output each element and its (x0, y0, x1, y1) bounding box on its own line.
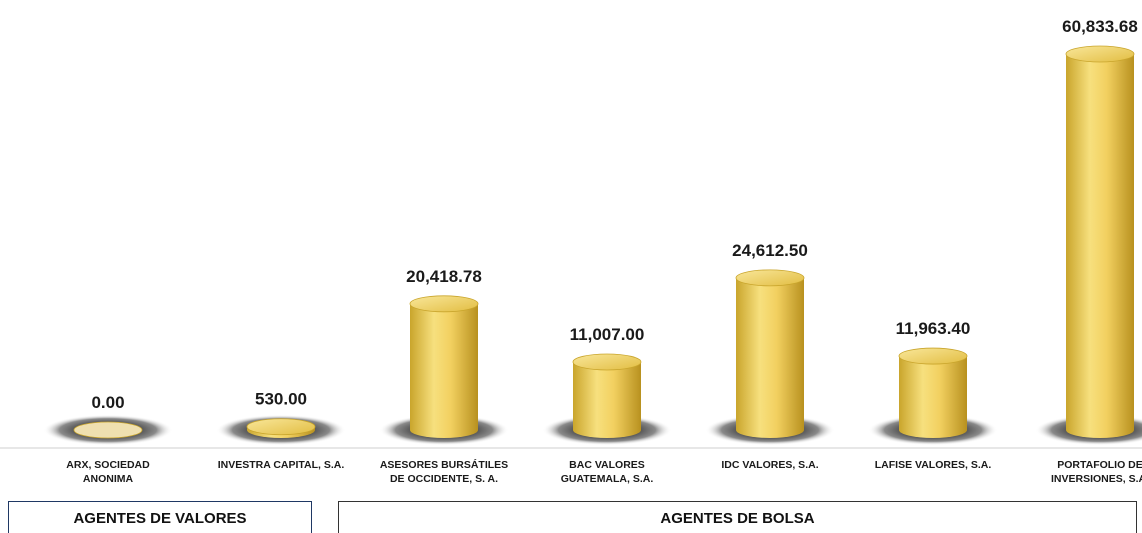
group-agentes-de-valores: AGENTES DE VALORES (8, 501, 312, 533)
bar-2 (379, 295, 509, 446)
category-label: ARX, SOCIEDAD ANONIMA (66, 459, 150, 485)
category-label-line: LAFISE VALORES, S.A. (875, 459, 992, 471)
group-label: AGENTES DE VALORES (73, 510, 247, 527)
bar-4 (705, 269, 835, 446)
bar-0 (43, 414, 173, 446)
category-label-line: IDC VALORES, S.A. (721, 459, 818, 471)
bar-6 (1035, 45, 1142, 446)
category-label: PORTAFOLIO DE INVERSIONES, S.A. (1051, 459, 1142, 485)
bar-top (409, 295, 479, 313)
data-label: 11,963.40 (896, 319, 971, 338)
bar-5 (868, 347, 998, 446)
category-label-line: ARX, SOCIEDAD (66, 459, 150, 471)
bar-top (1065, 45, 1135, 63)
category-label-line: BAC VALORES (569, 459, 645, 471)
category-label-line: ASESORES BURSÁTILES (380, 458, 508, 471)
group-agentes-de-bolsa: AGENTES DE BOLSA (338, 501, 1137, 533)
bar-1 (216, 414, 346, 446)
bar-body (736, 277, 804, 438)
category-label-line: INVESTRA CAPITAL, S.A. (218, 459, 345, 471)
category-label-line: GUATEMALA, S.A. (561, 473, 654, 485)
bar-top (735, 269, 805, 287)
bar-body (1066, 54, 1134, 438)
bar-top (572, 353, 642, 371)
bar-top (898, 347, 968, 365)
data-label: 60,833.68 (1062, 17, 1138, 36)
data-label: 530.00 (255, 390, 307, 409)
category-label-line: DE OCCIDENTE, S. A. (390, 473, 498, 485)
bar-top (246, 418, 316, 436)
data-label: 0.00 (91, 393, 124, 412)
group-label: AGENTES DE BOLSA (660, 510, 815, 527)
category-label: ASESORES BURSÁTILES DE OCCIDENTE, S. A. (380, 458, 508, 485)
bar-chart: 0.00 ARX, SOCIEDAD ANONIMA 530.00 INVESTRA C… (0, 17, 1142, 485)
bar-body (573, 361, 641, 438)
category-label: INVESTRA CAPITAL, S.A. (218, 459, 345, 471)
category-label-line: INVERSIONES, S.A. (1051, 473, 1142, 485)
category-label-line: PORTAFOLIO DE (1057, 459, 1142, 471)
category-label: LAFISE VALORES, S.A. (875, 459, 992, 471)
category-label-line: ANONIMA (83, 473, 134, 485)
data-label: 24,612.50 (732, 241, 808, 260)
bar-body (410, 303, 478, 438)
bar-3 (542, 353, 672, 446)
bar-body (899, 356, 967, 438)
data-label: 20,418.78 (406, 267, 482, 286)
category-label: BAC VALORES GUATEMALA, S.A. (561, 459, 654, 485)
category-label: IDC VALORES, S.A. (721, 459, 818, 471)
data-label: 11,007.00 (570, 325, 645, 344)
bar-disc (73, 421, 143, 439)
